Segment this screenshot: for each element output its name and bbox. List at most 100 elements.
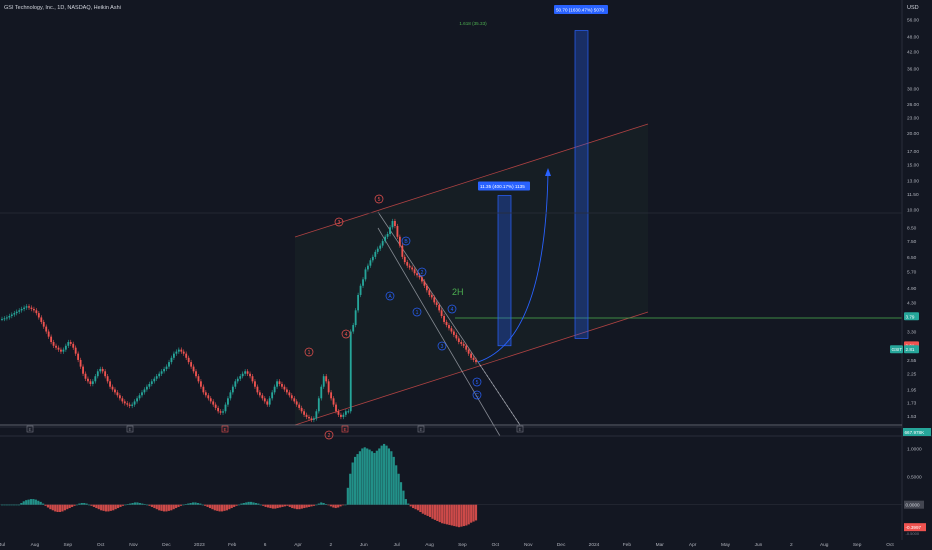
oscillator-bar [288,504,291,507]
price-candle [60,349,62,352]
oscillator-bar [431,504,434,519]
price-candle [342,414,345,417]
price-candle [99,368,102,372]
price-axis-tick: 26.00 [907,102,919,108]
price-candle [401,245,404,257]
oscillator-bar [51,504,54,511]
projection-dashed-line [479,364,521,426]
wave-label-circle [304,347,314,357]
oscillator-bar [165,504,168,512]
oscillator-bar [225,504,228,511]
price-axis-tick: 13.00 [907,178,919,184]
oscillator-bar [346,487,349,505]
price-candle [202,386,205,393]
oscillator-pane[interactable] [0,443,902,528]
price-candle [455,334,458,339]
price-candle [15,311,18,314]
oscillator-bar [472,504,475,522]
time-axis-tick: Oct [97,542,105,548]
price-candle [33,308,35,311]
price-candle [195,371,197,377]
oscillator-bar [276,504,279,509]
projection-label: 50.70 (1630.47%) 5070 [556,8,604,13]
time-axis-tick: Sep [853,542,862,548]
price-candle [362,279,364,286]
oscillator-bar [416,504,420,511]
earnings-marker: E [28,427,31,432]
price-candle [118,395,121,399]
price-candle [359,285,362,295]
price-axis-tick: 1.73 [907,401,917,407]
price-candle [472,357,475,360]
oscillator-bar [402,490,405,505]
price-candle [91,381,94,384]
oscillator-bar [305,504,308,508]
oscillator-bar [216,504,219,511]
oscillator-bar [46,504,50,508]
oscillator-bar [233,504,236,507]
price-candle [96,371,99,377]
price-candle [219,411,222,413]
oscillator-bar [112,504,115,511]
price-candle [158,373,161,377]
price-candle [246,371,249,374]
oscillator-bar [457,504,461,528]
price-axis-tick: 4.30 [907,300,917,306]
oscillator-bar [291,504,294,509]
oscillator-bar [358,451,362,505]
price-candle [82,366,84,374]
price-candle [337,411,340,415]
oscillator-bar [421,504,424,514]
price-candle [308,416,310,419]
price-candle [435,302,438,305]
oscillator-bar [474,504,478,521]
oscillator-bar [266,504,270,508]
price-axis-tick: 56.00 [907,18,919,24]
oscillator-bar [133,502,137,505]
price-pane[interactable] [1,218,477,423]
projection-label-box [478,181,530,191]
oscillator-bar [25,500,28,505]
oscillator-bar [196,503,199,505]
oscillator-bar [80,503,83,505]
price-candle [57,347,60,350]
price-candle [381,241,384,246]
oscillator-bar [264,504,267,507]
price-candle [251,376,254,382]
time-axis-tick: Jul [0,542,5,548]
price-candle [18,310,21,312]
oscillator-bar [237,504,241,506]
oscillator-bar [317,503,320,505]
price-tag-box [904,312,919,321]
price-candle [241,373,244,377]
price-candle [207,395,210,399]
price-candle [389,227,391,234]
oscillator-bar [467,504,470,525]
price-candle [354,310,357,326]
price-tag: 3.79 [906,314,915,319]
oscillator-bar [201,504,204,506]
oscillator-bar [114,504,117,510]
wave-label-circle [341,329,351,339]
price-candle [475,359,477,363]
oscillator-bar [315,504,318,506]
oscillator-bar [409,504,412,507]
oscillator-bar [274,504,277,509]
oscillator-bar [199,503,202,505]
price-candle [109,381,111,387]
wave-label: 4 [451,307,454,313]
oscillator-bar [63,504,66,511]
price-candle [462,343,465,346]
oscillator-bar [56,504,59,512]
price-candle [258,392,261,396]
oscillator-bar [303,504,306,509]
oscillator-bar [245,502,248,505]
time-axis-tick: 2023 [194,542,205,548]
price-candle [278,381,281,384]
price-candle [310,418,313,420]
oscillator-bar [54,504,57,512]
fib-label: 1.618 (35.33) [459,21,487,26]
oscillator-bar [235,504,238,506]
projection-curve-arrow [477,171,549,363]
